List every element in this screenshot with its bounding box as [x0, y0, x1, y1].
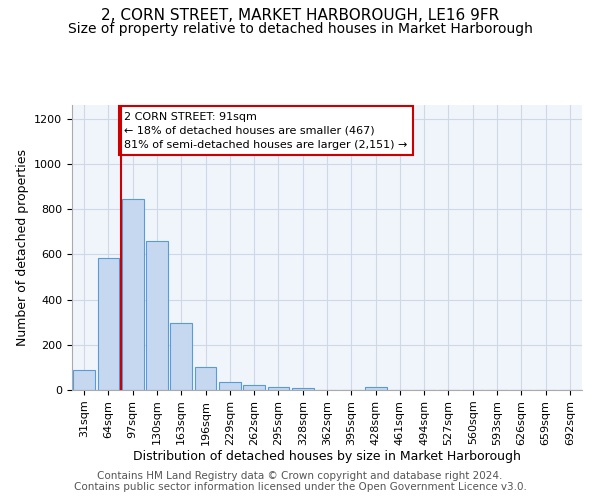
- Bar: [268, 386, 289, 390]
- Bar: [146, 240, 168, 390]
- Bar: [243, 386, 265, 390]
- Y-axis label: Number of detached properties: Number of detached properties: [16, 149, 29, 346]
- Bar: [73, 370, 95, 390]
- Bar: [219, 382, 241, 390]
- Bar: [365, 386, 386, 390]
- Text: 2, CORN STREET, MARKET HARBOROUGH, LE16 9FR: 2, CORN STREET, MARKET HARBOROUGH, LE16 …: [101, 8, 499, 22]
- Text: Contains HM Land Registry data © Crown copyright and database right 2024.
Contai: Contains HM Land Registry data © Crown c…: [74, 471, 526, 492]
- Bar: [194, 368, 217, 390]
- Bar: [97, 258, 119, 390]
- Bar: [122, 199, 143, 390]
- Text: 2 CORN STREET: 91sqm
← 18% of detached houses are smaller (467)
81% of semi-deta: 2 CORN STREET: 91sqm ← 18% of detached h…: [124, 112, 407, 150]
- Bar: [170, 324, 192, 390]
- Bar: [292, 388, 314, 390]
- Text: Size of property relative to detached houses in Market Harborough: Size of property relative to detached ho…: [68, 22, 532, 36]
- X-axis label: Distribution of detached houses by size in Market Harborough: Distribution of detached houses by size …: [133, 450, 521, 464]
